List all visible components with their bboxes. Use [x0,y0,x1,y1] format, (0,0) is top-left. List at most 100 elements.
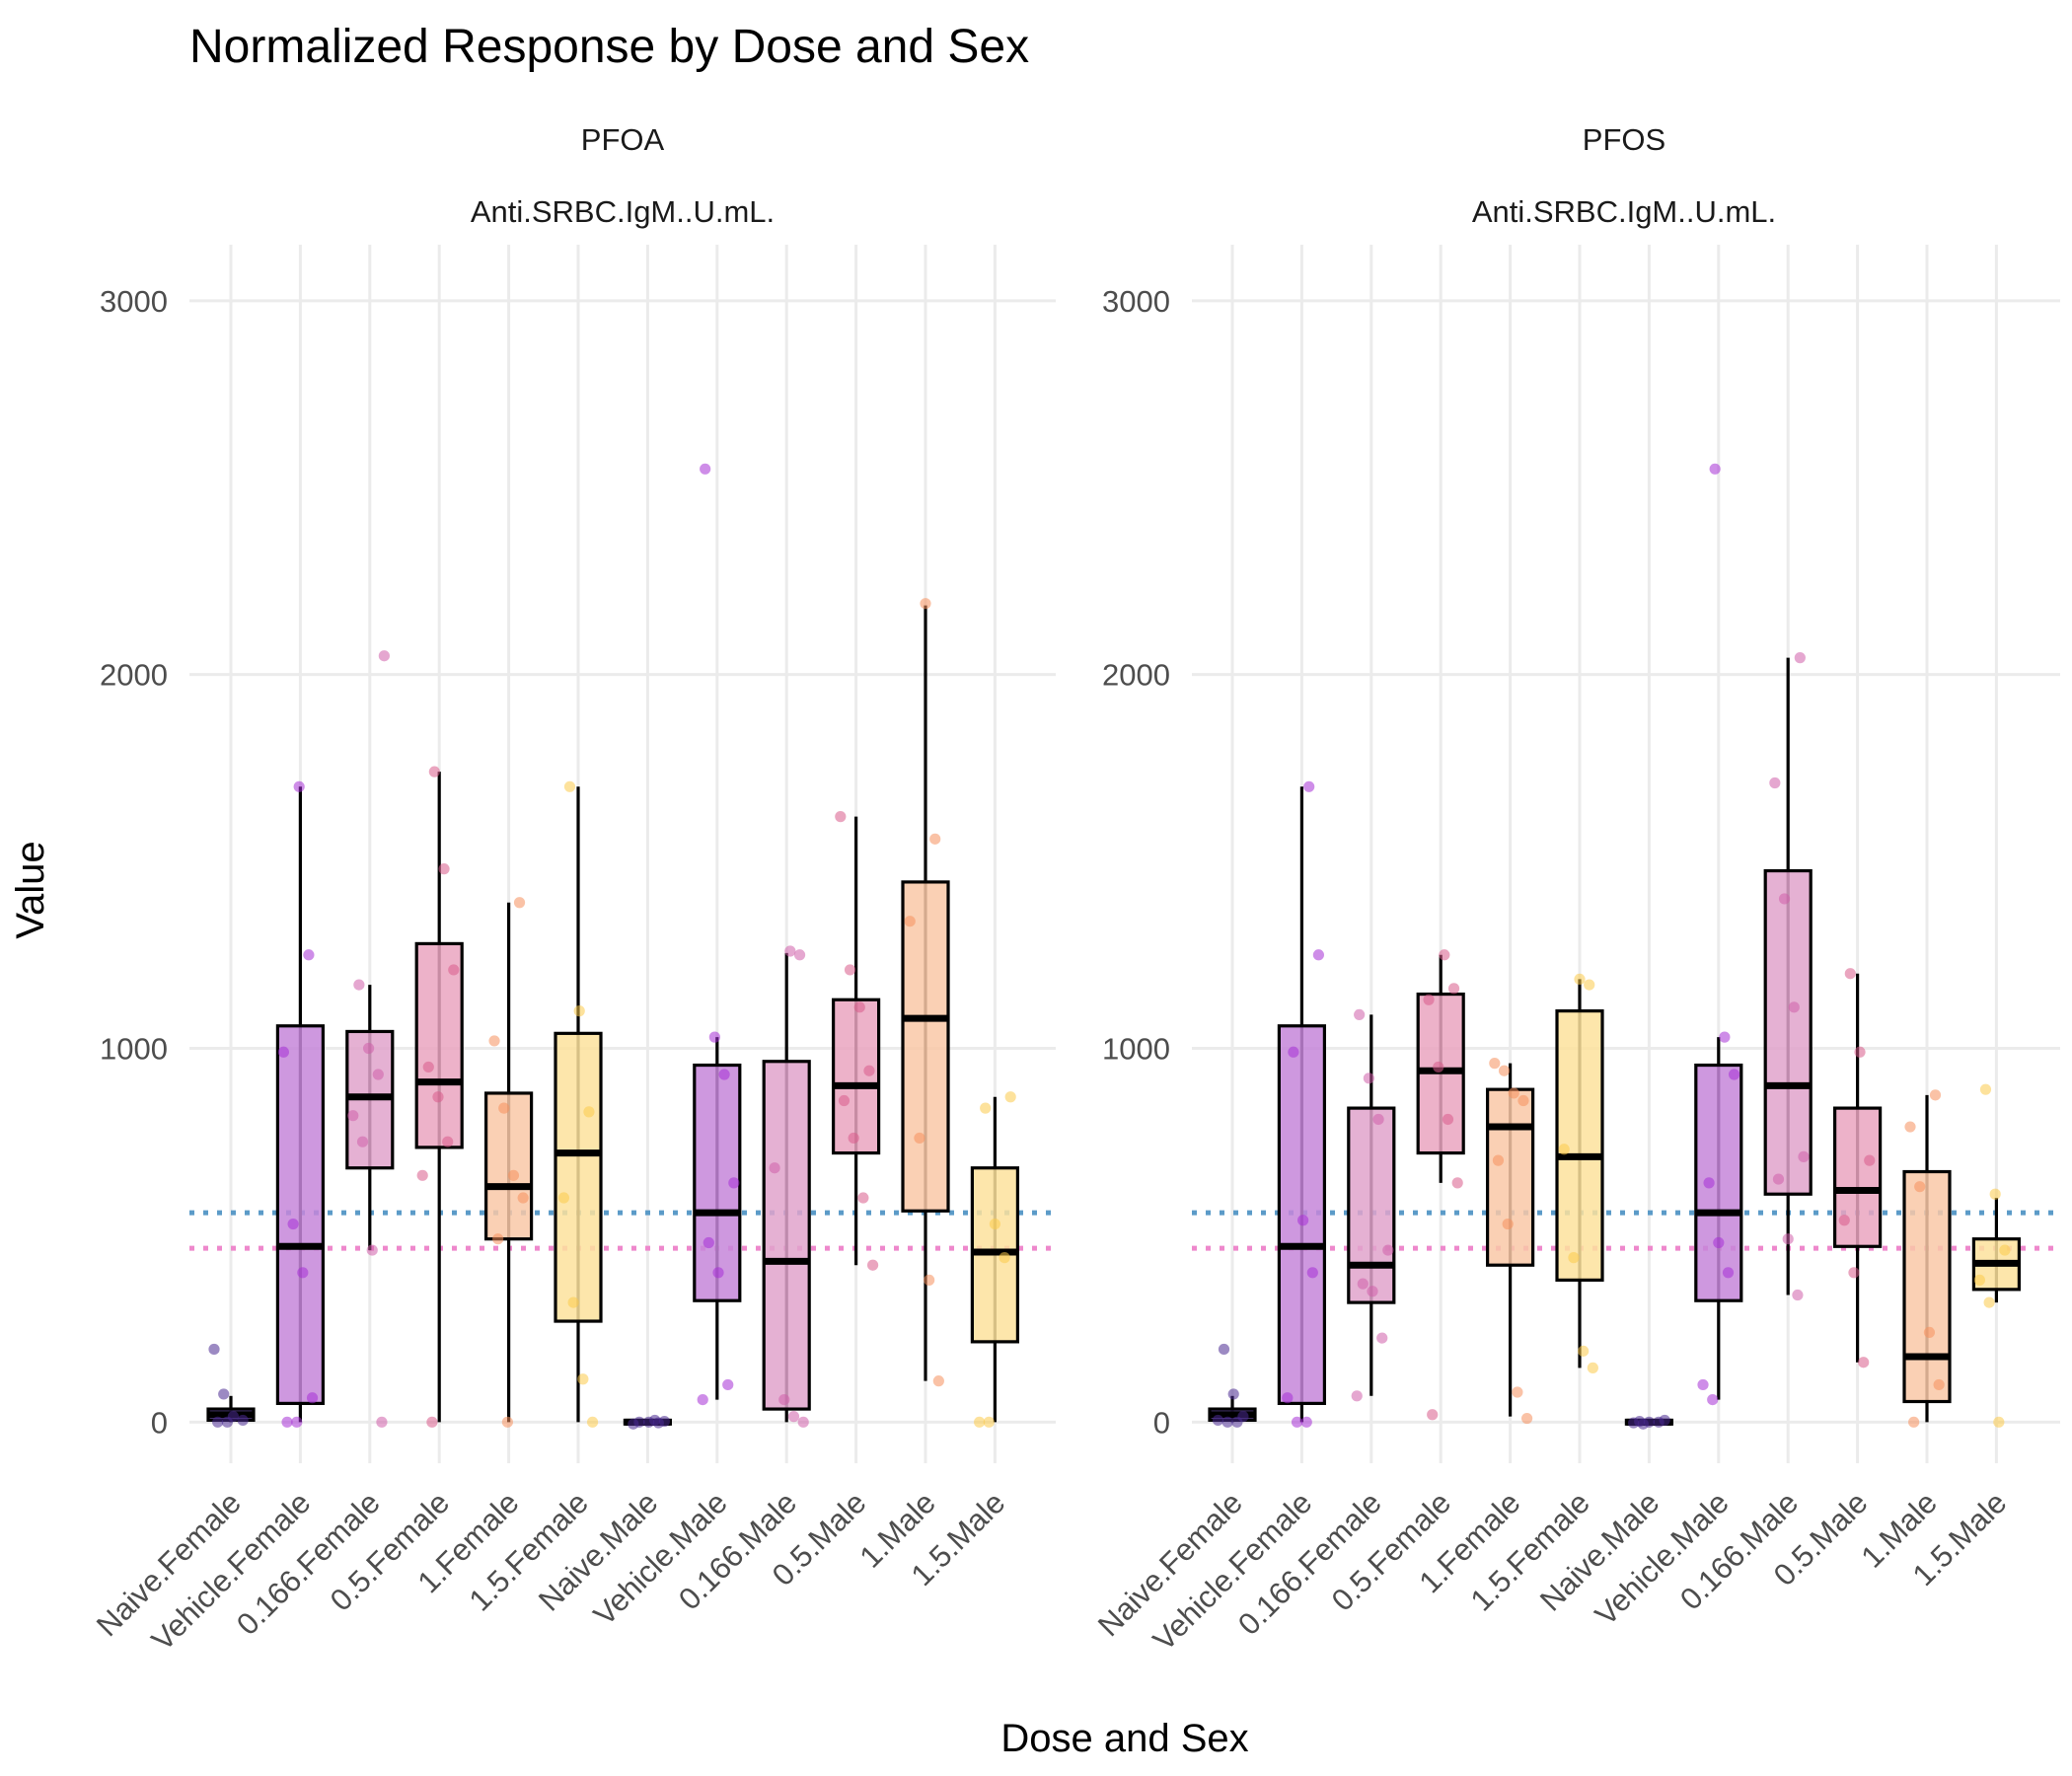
data-point [293,780,305,792]
data-point [586,1416,599,1428]
data-point [989,1218,1001,1230]
data-point [1492,1154,1505,1166]
data-point [703,1236,714,1249]
data-point [1372,1113,1384,1126]
data-point [1218,1343,1230,1356]
panel-measure-label: Anti.SRBC.IgM..U.mL. [471,194,775,229]
data-point [347,1110,359,1122]
data-point [577,1373,589,1385]
y-axis-title: Value [9,841,52,938]
panel-pfos: PFOSAnti.SRBC.IgM..U.mL.0100020003000Nai… [1091,122,2060,1658]
data-point [1291,1416,1303,1428]
box-Vehicle.Male [693,463,742,1406]
data-point [277,1046,289,1058]
data-point [563,780,576,792]
data-point [784,945,796,957]
y-tick-label: 0 [1153,1405,1170,1440]
data-point [974,1416,986,1428]
data-point [297,1267,309,1279]
box-0.5.Female [1416,949,1465,1421]
box-1.Female [484,897,534,1428]
data-point [1858,1357,1870,1369]
data-point [697,1393,708,1406]
box-0.5.Male [1832,968,1883,1369]
data-point [1442,1113,1454,1126]
data-point [1508,1087,1519,1099]
data-point [929,833,941,845]
data-point [356,1136,369,1147]
data-point [1848,1267,1860,1279]
y-tick-label: 3000 [1102,284,1170,319]
box [1832,1106,1883,1248]
panel-pfoa: PFOAAnti.SRBC.IgM..U.mL.0100020003000Nai… [90,122,1056,1658]
data-point [488,1035,500,1047]
data-point [1722,1267,1735,1279]
data-point [1376,1332,1388,1344]
data-point [1923,1326,1936,1339]
data-point [416,1169,428,1181]
box-0.166.Female [1347,1008,1396,1402]
data-point [1212,1414,1224,1427]
data-point [291,1416,303,1428]
data-point [1300,1416,1312,1428]
box [1694,1063,1743,1302]
data-point [287,1218,299,1230]
data-point [857,1192,869,1204]
data-point [428,766,440,777]
box-Vehicle.Female [1277,780,1327,1428]
data-point [1703,1177,1715,1189]
y-tick-label: 3000 [100,284,168,319]
data-point [1423,994,1435,1005]
chart-title: Normalized Response by Dose and Sex [189,21,1029,73]
data-point [1351,1390,1363,1402]
data-point [1772,1173,1785,1185]
data-point [1989,1188,2001,1200]
box-1.Male [901,598,950,1387]
data-point [513,897,526,909]
data-point [362,1042,375,1055]
data-point [867,1259,879,1271]
y-tick-label: 1000 [100,1031,168,1066]
data-point [208,1343,220,1356]
data-point [643,1416,655,1428]
data-point [303,949,315,961]
data-point [306,1392,319,1404]
data-point [1498,1065,1511,1076]
box [554,1031,603,1323]
panel-compound-label: PFOA [581,122,665,157]
data-point [904,916,916,927]
data-point [1306,1267,1318,1279]
data-point [376,1416,388,1428]
data-point [218,1388,230,1400]
box-1.5.Female [554,780,603,1428]
data-point [1707,1393,1719,1406]
data-point [1451,1177,1463,1189]
data-point [708,1031,720,1043]
data-point [652,1417,664,1429]
data-point [1447,983,1460,995]
data-point [1864,1154,1876,1166]
data-point [237,1414,249,1427]
data-point [914,1132,925,1145]
data-point [1838,1215,1850,1226]
data-point [1227,1388,1239,1400]
data-point [1782,1233,1794,1245]
data-point [583,1106,595,1118]
data-point [492,1233,504,1245]
data-point [920,598,931,610]
data-point [1844,968,1856,980]
data-point [1363,1073,1374,1084]
data-point [1568,1252,1580,1264]
box-Vehicle.Female [275,780,325,1428]
data-point [787,1411,800,1423]
box-1.Male [1902,1089,1952,1428]
data-point [507,1169,520,1181]
data-point [1637,1418,1649,1430]
box [414,941,464,1149]
data-point [1303,780,1315,792]
box-0.166.Male [762,945,811,1428]
data-point [1979,1083,1992,1095]
box-1.5.Female [1555,973,1604,1373]
box-1.5.Male [1971,1083,2022,1428]
